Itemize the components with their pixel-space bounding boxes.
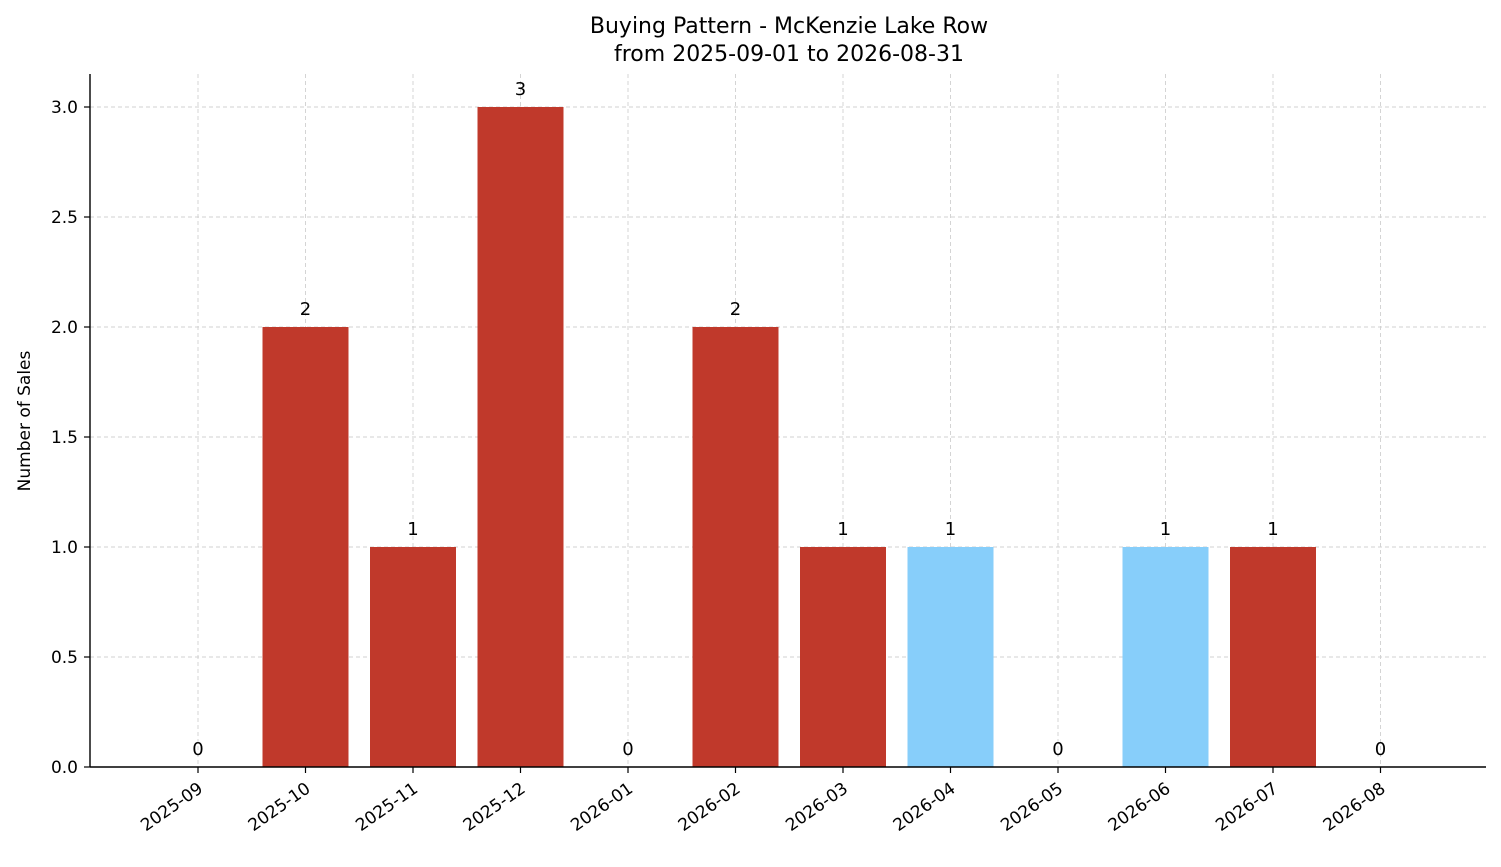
bar — [477, 107, 564, 767]
bar-value-label: 0 — [1375, 739, 1386, 760]
bar-value-label: 0 — [192, 739, 203, 760]
bar-value-label: 0 — [622, 739, 633, 760]
x-tick-label: 2026-07 — [1212, 779, 1282, 836]
y-tick-labels: 0.0 0.5 1.0 1.5 2.0 2.5 3.0 — [51, 98, 78, 778]
x-tick-label: 2025-10 — [245, 779, 315, 836]
y-tick-label: 2.5 — [51, 208, 78, 228]
chart-subtitle: from 2025-09-01 to 2026-08-31 — [614, 42, 964, 67]
axes — [84, 74, 1486, 773]
y-tick-label: 0.5 — [51, 648, 78, 668]
bar-value-label: 3 — [515, 79, 526, 100]
bar-value-label: 2 — [730, 299, 741, 320]
x-tick-label: 2025-09 — [137, 779, 207, 836]
x-tick-labels: 2025-09 2025-10 2025-11 2025-12 2026-01 2026-… — [137, 779, 1389, 836]
x-tick-label: 2026-03 — [782, 779, 852, 836]
y-tick-label: 1.0 — [51, 538, 78, 558]
x-tick-label: 2025-11 — [352, 779, 422, 836]
bar — [692, 327, 779, 767]
y-axis-label: Number of Sales — [15, 350, 35, 491]
x-tick-label: 2026-01 — [567, 779, 637, 836]
chart-title: Buying Pattern - McKenzie Lake Row — [590, 14, 988, 39]
x-tick-label: 2026-06 — [1105, 779, 1175, 836]
x-tick-label: 2026-02 — [675, 779, 745, 836]
y-tick-label: 2.0 — [51, 318, 78, 338]
x-tick-label: 2026-04 — [890, 779, 960, 836]
bars — [262, 107, 1316, 767]
y-tick-label: 0.0 — [51, 758, 78, 778]
bar-value-label: 1 — [1267, 519, 1278, 540]
bar — [800, 547, 886, 767]
bar — [907, 547, 994, 767]
bar-value-label: 1 — [1160, 519, 1171, 540]
bar — [1122, 547, 1209, 767]
bar — [262, 327, 349, 767]
bar — [1230, 547, 1316, 767]
y-tick-label: 3.0 — [51, 98, 78, 118]
bar-value-label: 2 — [300, 299, 311, 320]
y-tick-label: 1.5 — [51, 428, 78, 448]
x-tick-label: 2026-05 — [997, 779, 1067, 836]
bar-value-labels: 0 2 1 3 0 2 1 1 0 1 1 0 — [192, 79, 1386, 760]
bar — [370, 547, 456, 767]
x-tick-label: 2025-12 — [460, 779, 530, 836]
bar-value-label: 0 — [1052, 739, 1063, 760]
bar-value-label: 1 — [837, 519, 848, 540]
bar-value-label: 1 — [407, 519, 418, 540]
bar-value-label: 1 — [945, 519, 956, 540]
x-tick-label: 2026-08 — [1320, 779, 1390, 836]
